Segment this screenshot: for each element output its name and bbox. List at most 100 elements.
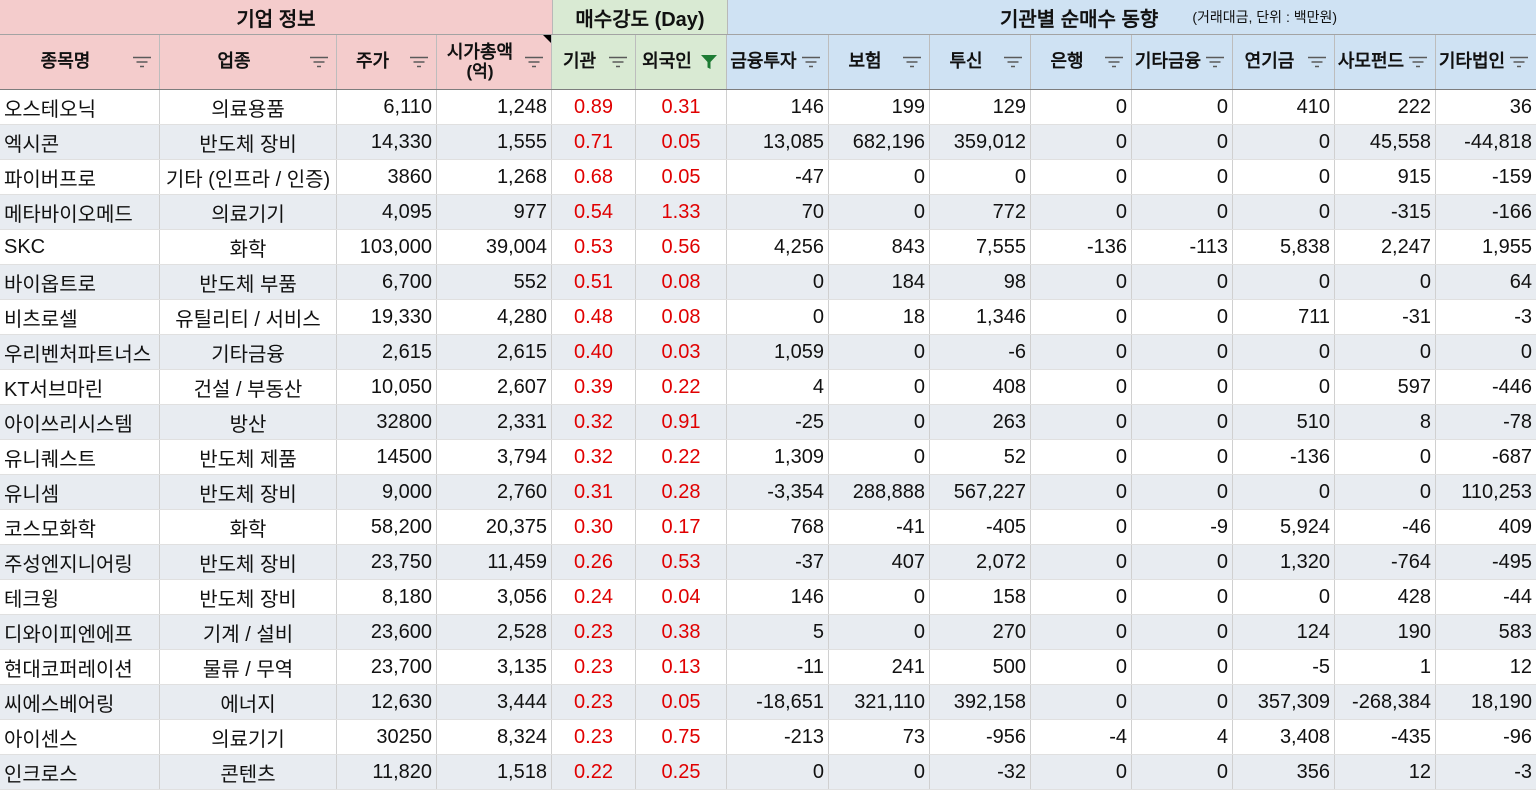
financial-investment-cell[interactable]: 4 (727, 370, 829, 404)
price-cell[interactable]: 32800 (337, 405, 437, 439)
market-cap-cell[interactable]: 8,324 (437, 720, 552, 754)
institution-strength-cell[interactable]: 0.51 (552, 265, 636, 299)
sector-cell[interactable]: 기타금융 (160, 335, 337, 369)
other-corporation-cell[interactable]: -446 (1491, 375, 1532, 398)
other-finance-cell[interactable]: 0 (1132, 90, 1233, 124)
pension-cell[interactable]: 1,320 (1233, 545, 1335, 579)
institution-strength-cell[interactable]: 0.54 (552, 195, 636, 229)
insurance-cell[interactable]: 184 (829, 265, 930, 299)
filter-icon[interactable] (1104, 54, 1124, 70)
other-finance-cell[interactable]: 0 (1132, 650, 1233, 684)
foreign-strength-cell[interactable]: 0.05 (636, 160, 727, 194)
private-fund-cell[interactable]: -435 (1335, 720, 1436, 754)
stock-name-cell[interactable]: 비츠로셀 (0, 300, 160, 334)
investment-trust-cell[interactable]: 98 (930, 265, 1031, 299)
price-cell[interactable]: 8,180 (337, 580, 437, 614)
column-header-institution[interactable]: 기관 (552, 35, 636, 89)
insurance-cell[interactable]: -41 (829, 510, 930, 544)
pension-cell[interactable]: 0 (1233, 265, 1335, 299)
filter-icon[interactable] (132, 54, 152, 70)
other-finance-cell[interactable]: 4 (1132, 720, 1233, 754)
other-finance-cell[interactable]: 0 (1132, 370, 1233, 404)
financial-investment-cell[interactable]: 0 (727, 755, 829, 789)
filter-icon[interactable] (608, 54, 628, 70)
market-cap-cell[interactable]: 3,135 (437, 650, 552, 684)
investment-trust-cell[interactable]: 52 (930, 440, 1031, 474)
private-fund-cell[interactable]: 190 (1335, 615, 1436, 649)
foreign-strength-cell[interactable]: 0.38 (636, 615, 727, 649)
investment-trust-cell[interactable]: 0 (930, 160, 1031, 194)
other-finance-cell[interactable]: 0 (1132, 580, 1233, 614)
stock-name-cell[interactable]: 유니퀘스트 (0, 440, 160, 474)
insurance-cell[interactable]: 321,110 (829, 685, 930, 719)
price-cell[interactable]: 10,050 (337, 370, 437, 404)
filter-active-icon[interactable] (699, 54, 719, 70)
insurance-cell[interactable]: 682,196 (829, 125, 930, 159)
pension-cell[interactable]: 0 (1233, 195, 1335, 229)
institution-strength-cell[interactable]: 0.31 (552, 475, 636, 509)
stock-name-cell[interactable]: 씨에스베어링 (0, 685, 160, 719)
other-finance-cell[interactable]: 0 (1132, 335, 1233, 369)
filter-icon[interactable] (902, 54, 922, 70)
institution-strength-cell[interactable]: 0.23 (552, 685, 636, 719)
pension-cell[interactable]: 510 (1233, 405, 1335, 439)
column-header-insurance[interactable]: 보험 (829, 35, 930, 89)
price-cell[interactable]: 6,700 (337, 265, 437, 299)
price-cell[interactable]: 2,615 (337, 335, 437, 369)
group-header-institution-net-buy[interactable]: 기관별 순매수 동향 (거래대금, 단위 : 백만원) (727, 0, 1536, 34)
insurance-cell[interactable]: 0 (829, 440, 930, 474)
stock-name-cell[interactable]: 아이쓰리시스템 (0, 405, 160, 439)
foreign-strength-cell[interactable]: 0.28 (636, 475, 727, 509)
stock-name-cell[interactable]: 코스모화학 (0, 510, 160, 544)
insurance-cell[interactable]: 0 (829, 405, 930, 439)
private-fund-cell[interactable]: 428 (1335, 580, 1436, 614)
other-finance-cell[interactable]: 0 (1132, 195, 1233, 229)
other-finance-cell[interactable]: 0 (1132, 300, 1233, 334)
column-header-pension[interactable]: 연기금 (1233, 35, 1335, 89)
other-corporation-cell[interactable]: 1,955 (1481, 235, 1532, 258)
financial-investment-cell[interactable]: 146 (727, 580, 829, 614)
foreign-strength-cell[interactable]: 0.25 (636, 755, 727, 789)
bank-cell[interactable]: 0 (1031, 265, 1132, 299)
insurance-cell[interactable]: 199 (829, 90, 930, 124)
pension-cell[interactable]: 0 (1233, 580, 1335, 614)
foreign-strength-cell[interactable]: 0.08 (636, 300, 727, 334)
other-corporation-cell[interactable]: 12 (1509, 655, 1532, 678)
column-header-other-finance[interactable]: 기타금융 (1132, 35, 1233, 89)
financial-investment-cell[interactable]: 1,309 (727, 440, 829, 474)
investment-trust-cell[interactable]: -6 (930, 335, 1031, 369)
bank-cell[interactable]: 0 (1031, 195, 1132, 229)
other-finance-cell[interactable]: 0 (1132, 405, 1233, 439)
stock-name-cell[interactable]: 파이버프로 (0, 160, 160, 194)
financial-investment-cell[interactable]: -11 (727, 650, 829, 684)
investment-trust-cell[interactable]: 359,012 (930, 125, 1031, 159)
institution-strength-cell[interactable]: 0.30 (552, 510, 636, 544)
sector-cell[interactable]: 반도체 장비 (160, 125, 337, 159)
pension-cell[interactable]: 0 (1233, 370, 1335, 404)
institution-strength-cell[interactable]: 0.53 (552, 230, 636, 264)
foreign-strength-cell[interactable]: 0.05 (636, 685, 727, 719)
stock-name-cell[interactable]: SKC (0, 230, 160, 264)
price-cell[interactable]: 30250 (337, 720, 437, 754)
institution-strength-cell[interactable]: 0.26 (552, 545, 636, 579)
sector-cell[interactable]: 의료기기 (160, 720, 337, 754)
investment-trust-cell[interactable]: 772 (930, 195, 1031, 229)
market-cap-cell[interactable]: 2,607 (437, 370, 552, 404)
pension-cell[interactable]: 0 (1233, 335, 1335, 369)
other-finance-cell[interactable]: 0 (1132, 545, 1233, 579)
column-header-bank[interactable]: 은행 (1031, 35, 1132, 89)
bank-cell[interactable]: 0 (1031, 650, 1132, 684)
market-cap-cell[interactable]: 552 (437, 265, 552, 299)
institution-strength-cell[interactable]: 0.23 (552, 650, 636, 684)
investment-trust-cell[interactable]: 7,555 (930, 230, 1031, 264)
column-header-investment-trust[interactable]: 투신 (930, 35, 1031, 89)
insurance-cell[interactable]: 843 (829, 230, 930, 264)
pension-cell[interactable]: 357,309 (1233, 685, 1335, 719)
financial-investment-cell[interactable]: 768 (727, 510, 829, 544)
filter-icon[interactable] (1205, 54, 1225, 70)
investment-trust-cell[interactable]: 500 (930, 650, 1031, 684)
financial-investment-cell[interactable]: -47 (727, 160, 829, 194)
bank-cell[interactable]: 0 (1031, 370, 1132, 404)
insurance-cell[interactable]: 288,888 (829, 475, 930, 509)
price-cell[interactable]: 23,700 (337, 650, 437, 684)
